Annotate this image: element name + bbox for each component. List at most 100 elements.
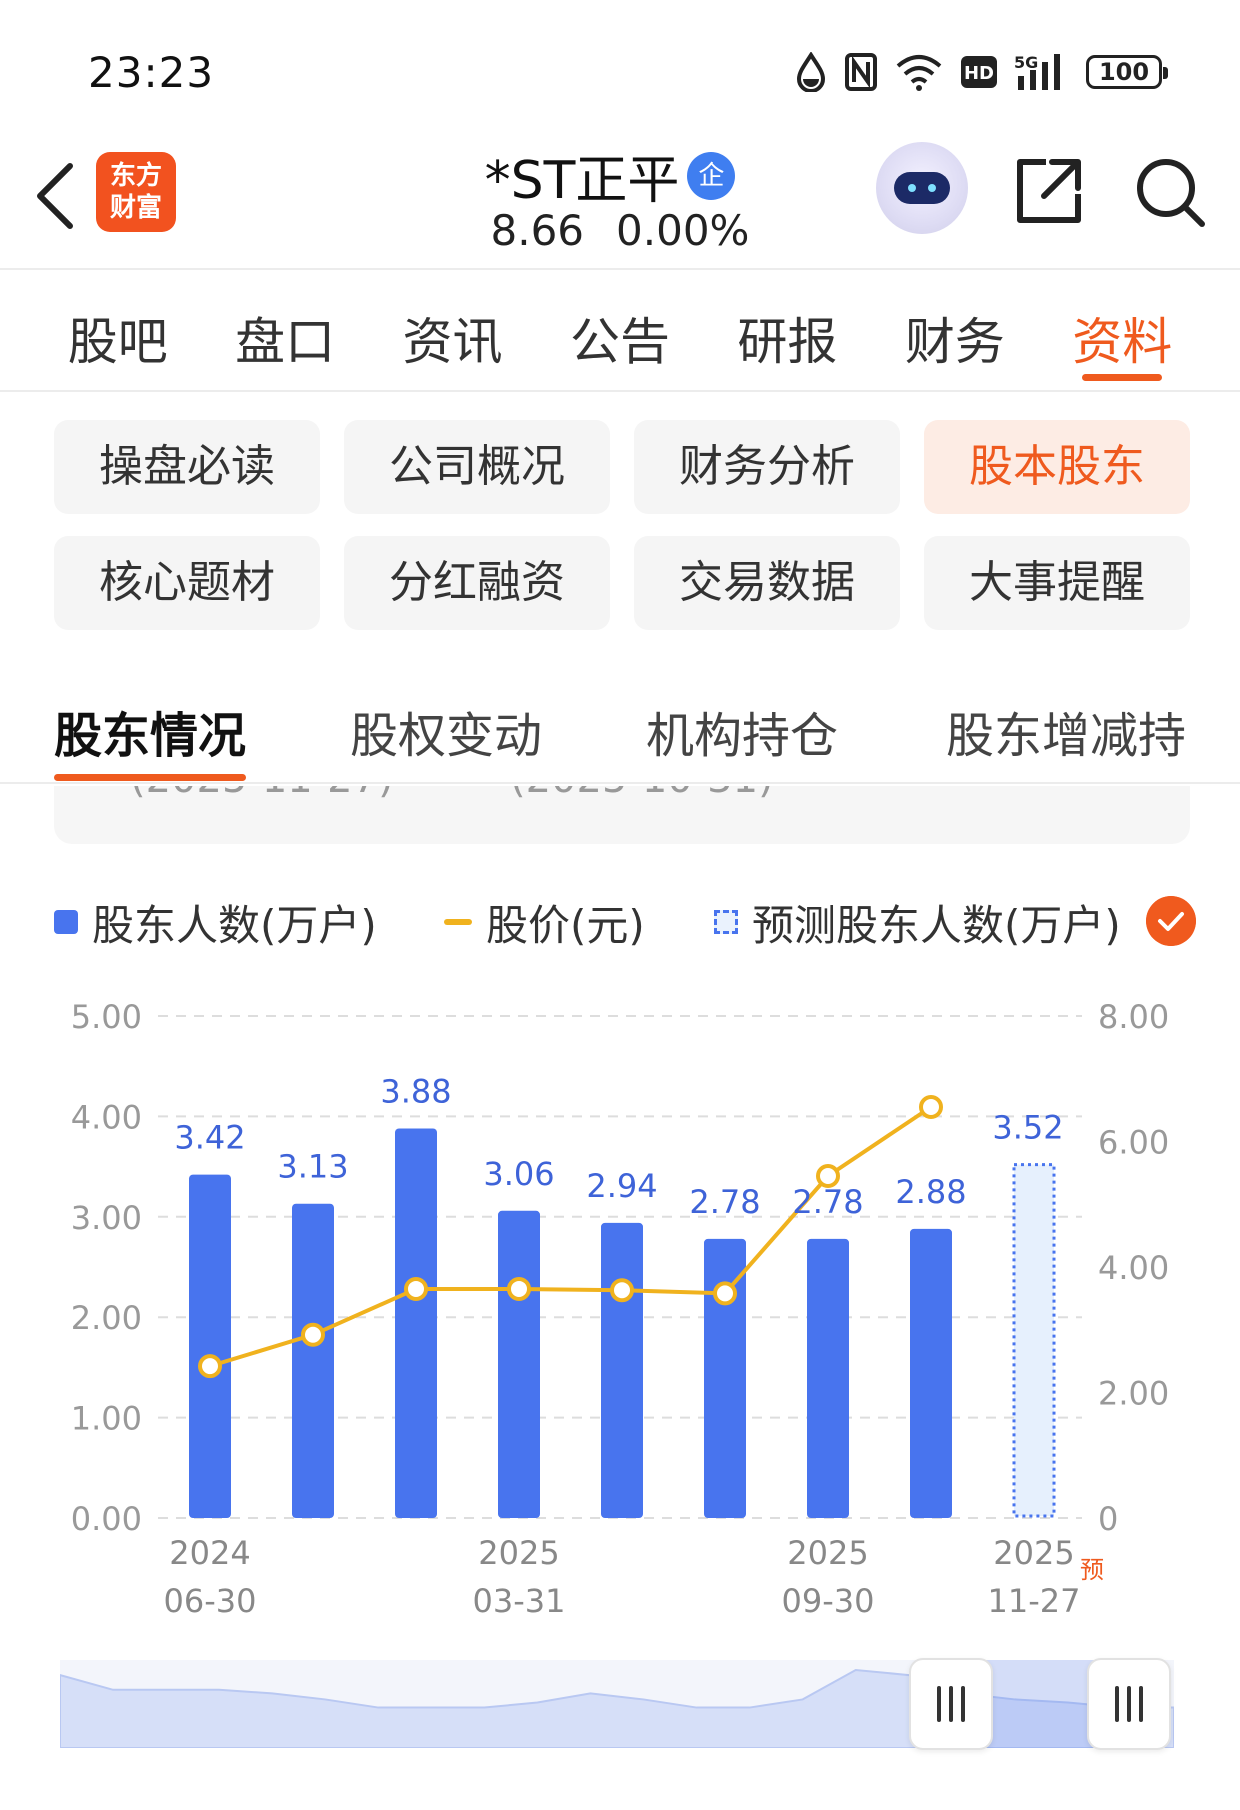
ai-assistant-icon[interactable]: [876, 142, 968, 234]
legend-forecast-count[interactable]: 预测股东人数(万户): [714, 890, 1121, 954]
status-time: 23:23: [88, 48, 215, 97]
left-axis-tick: 2.00: [71, 1299, 142, 1337]
forecast-data-label: 3.52: [992, 1109, 1063, 1147]
bar: [704, 1238, 746, 1518]
tab-profile[interactable]: 资料: [1072, 272, 1172, 390]
subtab-shareholder-status[interactable]: 股东情况: [54, 696, 247, 781]
grid-financial-analysis-button[interactable]: 财务分析: [634, 420, 900, 514]
subtab-equity-changes[interactable]: 股权变动: [350, 708, 543, 764]
range-slider[interactable]: [59, 1658, 1175, 1750]
right-axis-tick: 8.00: [1098, 998, 1169, 1036]
grid-must-read-button[interactable]: 操盘必读: [54, 420, 320, 514]
grid-events-button[interactable]: 大事提醒: [924, 536, 1190, 630]
status-icons: HD 5G 100: [794, 50, 1168, 94]
bar: [189, 1174, 231, 1518]
status-bar: 23:23 HD 5G 100: [0, 0, 1240, 120]
app-logo[interactable]: 东方 财富: [96, 152, 176, 232]
bar-data-label: 3.42: [174, 1119, 245, 1157]
right-axis-tick: 4.00: [1098, 1249, 1169, 1287]
x-axis-tick-year: 2024: [169, 1534, 250, 1572]
tab-news[interactable]: 资讯: [402, 313, 503, 371]
bar-data-label: 2.78: [689, 1183, 760, 1221]
x-axis-tick-date: 06-30: [164, 1582, 257, 1620]
subtab-holding-changes[interactable]: 股东增减持: [946, 708, 1187, 764]
robot-eye-left: [908, 184, 916, 192]
right-axis-tick: 6.00: [1098, 1124, 1169, 1162]
left-axis-tick: 3.00: [71, 1199, 142, 1237]
enterprise-badge-icon: 企: [687, 151, 736, 200]
sub-tabs: 股东情况 股权变动 机构持仓 股东增减持: [0, 668, 1240, 784]
bar-data-label: 3.88: [380, 1072, 451, 1110]
price-point: [919, 1094, 943, 1119]
bar-data-label: 2.94: [586, 1167, 657, 1205]
hd-icon: HD: [960, 55, 998, 89]
chart-svg: 5.00 4.00 3.00 2.00 1.00 0.00 8.00 6.00 4.00 2.00…: [71, 998, 1170, 1620]
stock-price: 8.66: [490, 206, 585, 255]
section-grid: 操盘必读 公司概况 财务分析 股本股东 核心题材 分红融资 交易数据 大事提醒: [54, 420, 1192, 630]
share-icon[interactable]: [1012, 154, 1086, 228]
grid-dividends-button[interactable]: 分红融资: [344, 536, 610, 630]
panel-date-left: (2025-11-27): [130, 786, 394, 802]
bar: [807, 1238, 849, 1518]
legend-forecast-swatch: [714, 910, 738, 934]
bar: [395, 1128, 437, 1518]
price-point: [507, 1276, 531, 1301]
subtab-institutional-holdings[interactable]: 机构持仓: [646, 708, 839, 764]
left-axis-tick: 0.00: [71, 1500, 142, 1538]
stock-change: 0.00%: [616, 206, 750, 255]
shareholder-summary-panel: (2025-11-27) (2025-10-31): [54, 786, 1190, 844]
x-axis-tick-year: 2025: [478, 1534, 559, 1572]
check-icon[interactable]: [1146, 896, 1196, 946]
signal-5g-icon: 5G: [1014, 52, 1070, 92]
tab-guba[interactable]: 股吧: [67, 313, 168, 371]
x-axis-tick-year: 2025: [787, 1534, 868, 1572]
grid-company-overview-button[interactable]: 公司概况: [344, 420, 610, 514]
wifi-icon: [894, 52, 944, 92]
price-line: [209, 1105, 933, 1369]
water-drop-icon: [794, 52, 828, 92]
forecast-bar: [1012, 1163, 1056, 1518]
search-icon[interactable]: [1134, 156, 1208, 230]
battery-icon: 100: [1086, 55, 1168, 89]
bar: [601, 1222, 643, 1518]
robot-eye-right: [928, 184, 936, 192]
price-point: [301, 1322, 325, 1347]
top-tabs: 股吧 盘口 资讯 公告 研报 财务 资料: [0, 272, 1240, 392]
slider-handle-start[interactable]: [909, 1658, 994, 1750]
tab-announcements[interactable]: 公告: [569, 313, 670, 371]
back-icon[interactable]: [30, 158, 80, 234]
right-axis-tick: 2.00: [1098, 1375, 1169, 1413]
legend-line-swatch: [444, 919, 472, 925]
tab-pankou[interactable]: 盘口: [235, 313, 336, 371]
bar: [498, 1210, 540, 1518]
left-axis-tick: 5.00: [71, 998, 142, 1036]
forecast-tag: 预: [1080, 1556, 1104, 1584]
legend-stock-price[interactable]: 股价(元): [444, 890, 645, 954]
x-axis-tick-date: 11-27: [988, 1582, 1081, 1620]
legend-line-label: 股价(元): [486, 900, 645, 950]
left-axis-tick: 1.00: [71, 1400, 142, 1438]
grid-shareholders-button[interactable]: 股本股东: [924, 420, 1190, 514]
legend-shareholder-count[interactable]: 股东人数(万户): [54, 890, 377, 954]
price-point: [198, 1354, 222, 1379]
legend-forecast-label: 预测股东人数(万户): [752, 900, 1121, 950]
price-point: [404, 1276, 428, 1301]
logo-line-1: 东方: [109, 161, 162, 191]
bar: [292, 1203, 334, 1518]
legend-bar-label: 股东人数(万户): [92, 900, 377, 950]
bar-data-label: 3.06: [483, 1155, 554, 1193]
nfc-icon: [844, 52, 878, 92]
grid-trading-data-button[interactable]: 交易数据: [634, 536, 900, 630]
slider-handle-end[interactable]: [1087, 1658, 1172, 1750]
left-axis-tick: 4.00: [71, 1098, 142, 1136]
right-axis-tick: 0: [1098, 1500, 1118, 1538]
chart-legend: 股东人数(万户) 股价(元) 预测股东人数(万户): [54, 890, 1204, 954]
overview-chart: [59, 1660, 1175, 1749]
price-point: [610, 1278, 634, 1303]
tab-finance[interactable]: 财务: [904, 313, 1005, 371]
legend-bar-swatch: [54, 910, 78, 934]
grid-core-themes-button[interactable]: 核心题材: [54, 536, 320, 630]
logo-line-2: 财富: [109, 193, 162, 223]
svg-text:HD: HD: [964, 63, 994, 84]
tab-research[interactable]: 研报: [737, 313, 838, 371]
